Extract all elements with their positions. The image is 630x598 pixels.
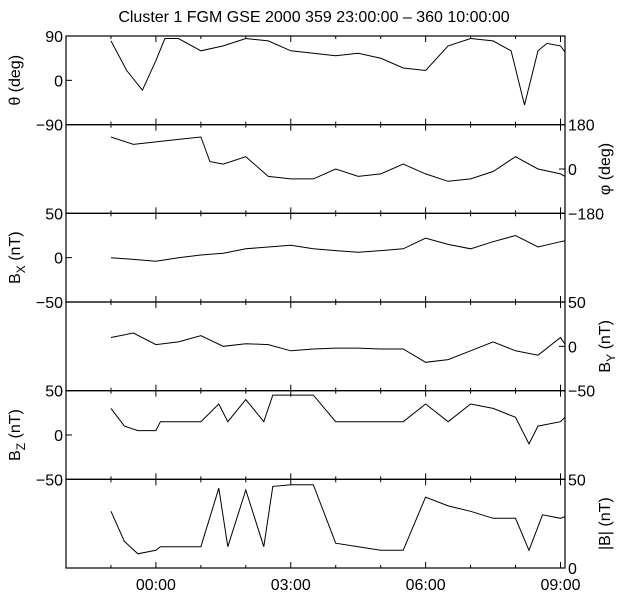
panel-frame [65, 390, 566, 480]
x-tick-label: 09:00 [540, 577, 580, 594]
y-axis-label-unit: (nT) [7, 231, 24, 265]
y-axis-label-subscript: X [14, 265, 28, 273]
series-line-Bz [110, 394, 565, 446]
panel-frame [65, 35, 566, 126]
y-axis-label-unit: (nT) [7, 409, 24, 443]
y-axis-label-base: B [7, 273, 24, 284]
y-axis-label-subscript: Y [604, 354, 618, 362]
y-axis-label: BY (nT) [597, 320, 618, 372]
y-axis-label: |B| (nT) [597, 497, 614, 550]
y-tick-label: 50 [568, 472, 586, 489]
x-tick-label: 03:00 [271, 577, 311, 594]
y-tick-label: −90 [36, 118, 63, 135]
x-axis: 00:00 03:00 06:00 09:00 [136, 577, 581, 594]
series-line-phi [110, 136, 565, 182]
y-axis-label: θ (deg) [7, 55, 24, 106]
y-tick-label: −180 [568, 206, 604, 223]
panel-Bz: 50 0 −50 BZ (nT) [7, 384, 566, 489]
series-line-theta [110, 37, 565, 106]
series-line-B_total [110, 484, 565, 555]
y-axis-label-base: |B| (nT) [597, 497, 614, 550]
y-tick-label: 50 [45, 384, 63, 401]
y-tick-label: 180 [568, 118, 595, 135]
y-tick-label: −50 [36, 472, 63, 489]
y-tick-label: 50 [45, 206, 63, 223]
y-tick-label: 0 [54, 428, 63, 445]
x-tick-label: 00:00 [136, 577, 176, 594]
y-tick-label: −50 [36, 295, 63, 312]
y-axis-label-base: B [7, 450, 24, 461]
panel-theta: 90 0 −90 θ (deg) [7, 29, 566, 135]
y-tick-label: 0 [54, 251, 63, 268]
panel-Bx: 50 0 −50 BX (nT) [7, 206, 566, 312]
y-tick-label: 50 [568, 295, 586, 312]
series-line-By [110, 332, 565, 363]
y-tick-label: 0 [568, 339, 577, 356]
y-tick-label: 0 [54, 73, 63, 90]
y-axis-label-subscript: Z [14, 443, 28, 450]
chart-title: Cluster 1 FGM GSE 2000 359 23:00:00 – 36… [118, 9, 509, 26]
y-axis-label: BZ (nT) [7, 409, 28, 461]
y-axis-label-base: φ (deg) [597, 143, 614, 195]
y-axis-label: φ (deg) [597, 143, 614, 195]
panel-frame [65, 478, 566, 569]
series-line-Bx [110, 234, 565, 262]
panel-B_total: 50 0 |B| (nT) [65, 472, 614, 578]
panel-frame [65, 212, 566, 303]
y-tick-label: 90 [45, 29, 63, 46]
y-axis-label-unit: (nT) [597, 320, 614, 354]
panel-phi: 180 0 −180 φ (deg) [65, 118, 614, 223]
x-tick-label: 06:00 [406, 577, 446, 594]
y-tick-label: 0 [568, 561, 577, 578]
panel-frame [65, 124, 566, 214]
panel-frame [65, 301, 566, 392]
y-axis-label-base: B [597, 362, 614, 373]
y-tick-label: −50 [568, 384, 595, 401]
y-axis-label-base: θ (deg) [7, 55, 24, 106]
y-axis-label: BX (nT) [7, 231, 28, 283]
y-tick-label: 0 [568, 162, 577, 179]
